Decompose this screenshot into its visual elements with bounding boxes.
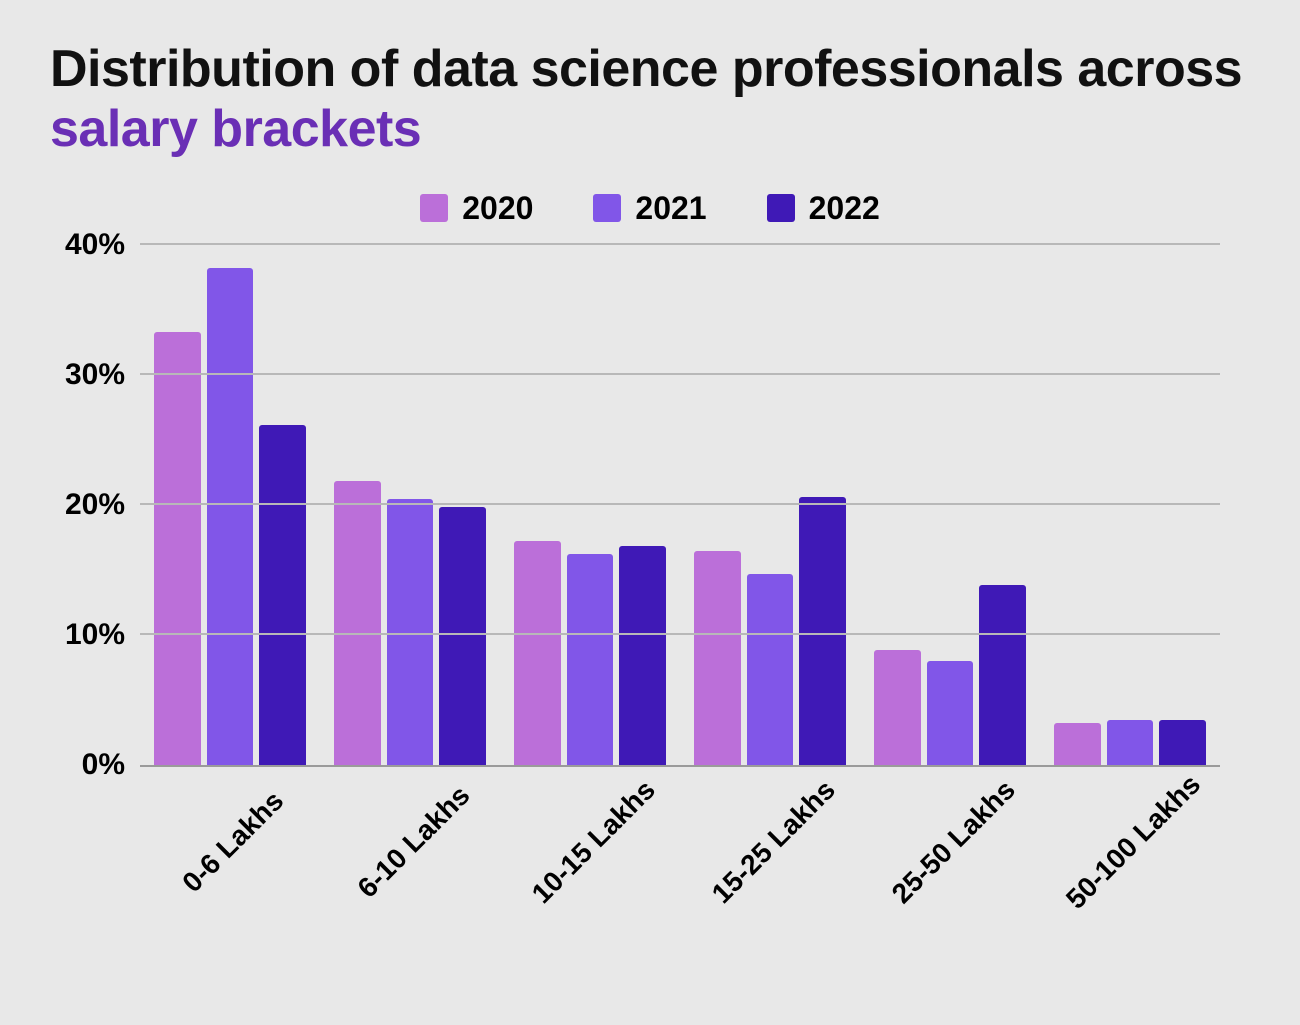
bar-group bbox=[860, 247, 1040, 765]
legend-swatch bbox=[420, 194, 448, 222]
bar bbox=[694, 551, 741, 764]
y-tick-label: 30% bbox=[65, 358, 140, 392]
bar-group bbox=[680, 247, 860, 765]
x-label-cell: 0-6 Lakhs bbox=[140, 787, 320, 819]
y-tick-label: 0% bbox=[82, 748, 140, 782]
x-tick-label: 25-50 Lakhs bbox=[886, 773, 1022, 909]
y-tick-label: 20% bbox=[65, 488, 140, 522]
legend-item: 2020 bbox=[420, 190, 533, 227]
bar bbox=[514, 541, 561, 765]
bar bbox=[334, 481, 381, 764]
legend: 2020 2021 2022 bbox=[50, 190, 1250, 227]
bar bbox=[799, 497, 846, 765]
bar bbox=[1107, 720, 1154, 764]
x-tick-label: 10-15 Lakhs bbox=[526, 773, 662, 909]
gridline bbox=[140, 503, 1220, 505]
bar bbox=[439, 507, 486, 764]
legend-item: 2022 bbox=[767, 190, 880, 227]
bar-group bbox=[320, 247, 500, 765]
legend-label: 2022 bbox=[809, 190, 880, 227]
bar-group bbox=[140, 247, 320, 765]
x-tick-label: 15-25 Lakhs bbox=[706, 773, 842, 909]
y-tick-label: 40% bbox=[65, 228, 140, 262]
bars-layer bbox=[140, 247, 1220, 765]
x-tick-label: 50-100 Lakhs bbox=[1060, 768, 1207, 915]
title-text: Distribution of data science professiona… bbox=[50, 40, 1242, 98]
x-label-cell: 10-15 Lakhs bbox=[500, 787, 680, 819]
x-tick-label: 0-6 Lakhs bbox=[177, 785, 291, 899]
bar-group bbox=[1040, 247, 1220, 765]
gridline bbox=[140, 373, 1220, 375]
bar bbox=[747, 574, 794, 765]
bar bbox=[259, 425, 306, 764]
chart: 0%10%20%30%40% 0-6 Lakhs6-10 Lakhs10-15 … bbox=[140, 247, 1220, 819]
x-label-cell: 15-25 Lakhs bbox=[680, 787, 860, 819]
x-label-cell: 50-100 Lakhs bbox=[1040, 787, 1220, 819]
bar bbox=[1159, 720, 1206, 764]
gridline bbox=[140, 633, 1220, 635]
bar bbox=[567, 554, 614, 765]
bar-group bbox=[500, 247, 680, 765]
bar bbox=[619, 546, 666, 764]
legend-label: 2020 bbox=[462, 190, 533, 227]
x-axis-labels: 0-6 Lakhs6-10 Lakhs10-15 Lakhs15-25 Lakh… bbox=[140, 787, 1220, 819]
bar bbox=[1054, 723, 1101, 765]
legend-swatch bbox=[593, 194, 621, 222]
chart-title: Distribution of data science professiona… bbox=[50, 40, 1250, 160]
x-label-cell: 25-50 Lakhs bbox=[860, 787, 1040, 819]
y-tick-label: 10% bbox=[65, 618, 140, 652]
bar bbox=[927, 661, 974, 765]
legend-label: 2021 bbox=[635, 190, 706, 227]
gridline bbox=[140, 243, 1220, 245]
bar bbox=[979, 585, 1026, 764]
bar bbox=[154, 332, 201, 765]
bar bbox=[874, 650, 921, 764]
plot-area: 0%10%20%30%40% bbox=[140, 247, 1220, 767]
x-tick-label: 6-10 Lakhs bbox=[351, 779, 476, 904]
title-highlight: salary brackets bbox=[50, 100, 421, 158]
x-label-cell: 6-10 Lakhs bbox=[320, 787, 500, 819]
legend-item: 2021 bbox=[593, 190, 706, 227]
legend-swatch bbox=[767, 194, 795, 222]
bar bbox=[207, 268, 254, 765]
